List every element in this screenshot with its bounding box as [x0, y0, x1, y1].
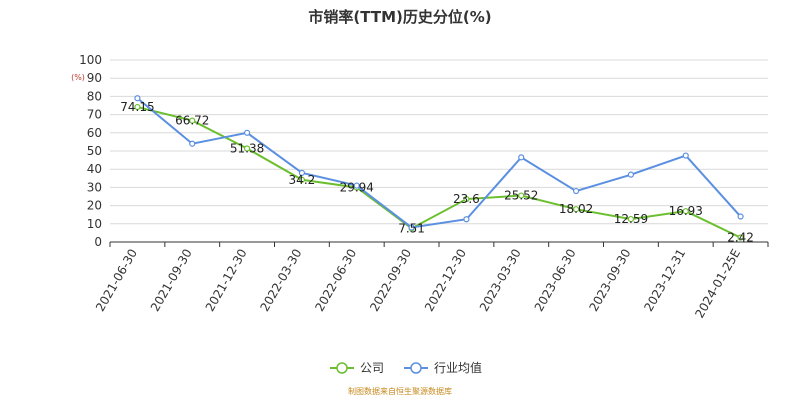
data-point: [134, 103, 141, 111]
data-point: [572, 187, 580, 195]
data-point: [627, 171, 635, 178]
data-point: [682, 208, 689, 215]
data-label: 12.59: [614, 212, 648, 226]
x-tick-label: 2023-06-30: [532, 247, 579, 314]
y-tick-label: 20: [87, 199, 102, 213]
legend-swatch-marker: [410, 362, 422, 374]
legend-swatch-marker: [336, 362, 348, 374]
y-tick-label: 80: [87, 89, 102, 103]
data-point: [189, 140, 196, 147]
data-point: [572, 206, 580, 213]
data-point: [298, 169, 306, 176]
data-point: [463, 195, 470, 203]
data-label: 66.72: [175, 114, 209, 128]
x-tick-label: 2023-03-30: [477, 247, 524, 314]
y-tick-label: 40: [87, 162, 102, 176]
data-point: [243, 145, 251, 152]
y-tick-label: 10: [87, 217, 102, 231]
y-tick-label: 70: [87, 108, 102, 122]
data-label: 74.15: [120, 100, 154, 114]
data-point: [518, 192, 525, 199]
x-tick-label: 2024-01-25E: [692, 247, 743, 321]
data-point: [463, 216, 470, 223]
x-tick-label: 2021-09-30: [148, 247, 195, 314]
x-tick-label: 2022-06-30: [312, 247, 359, 314]
data-point: [189, 117, 196, 124]
data-point: [353, 182, 360, 189]
chart-title: 市销率(TTM)历史分位(%): [308, 8, 492, 26]
x-tick-label: 2022-12-30: [422, 246, 469, 313]
x-tick-label: 2022-03-30: [258, 247, 305, 314]
data-label: 29.94: [340, 181, 374, 195]
x-tick-label: 2023-09-30: [587, 247, 634, 314]
x-tick-label: 2022-09-30: [367, 247, 414, 314]
data-point: [243, 129, 251, 136]
data-point: [737, 213, 744, 220]
y-tick-label: 30: [87, 180, 102, 194]
data-label: 16.93: [669, 204, 703, 218]
data-point: [408, 224, 415, 231]
data-point: [298, 176, 306, 183]
series-layer: [134, 95, 744, 241]
data-label: 23.6: [453, 192, 480, 206]
legend[interactable]: 公司 行业均值: [330, 360, 482, 375]
y-tick-label: 0: [94, 235, 102, 249]
data-label: 34.2: [289, 173, 316, 187]
y-tick-label: 60: [87, 126, 102, 140]
data-label: 18.02: [559, 202, 593, 216]
legend-label: 公司: [360, 361, 384, 375]
source-note: 制图数据来自恒生聚源数据库: [348, 387, 452, 396]
data-label: 51.38: [230, 141, 264, 155]
y-axis-unit: (%): [71, 73, 85, 82]
data-point: [134, 95, 141, 102]
series-line-2: [136, 97, 742, 229]
data-point: [682, 152, 689, 159]
series-line-1: [137, 106, 742, 239]
x-tick-label: 2021-12-30: [203, 246, 250, 313]
data-point: [737, 234, 744, 241]
data-label: 25.52: [504, 189, 538, 203]
data-label: 2.42: [727, 231, 754, 245]
data-labels: 74.15 66.72 51.38 34.2 29.94 7.51 23.6 25.52 18.…: [120, 100, 754, 245]
data-label: 7.51: [398, 221, 425, 235]
x-tick-label: 2023-12-31: [641, 247, 688, 314]
y-tick-label: 50: [87, 144, 102, 158]
legend-label: 行业均值: [434, 360, 482, 375]
data-point: [518, 154, 525, 161]
y-tick-label: 100: [79, 53, 102, 67]
x-tick-label: 2021-06-30: [93, 247, 140, 314]
y-tick-label: 90: [87, 71, 102, 85]
data-point: [627, 215, 635, 223]
